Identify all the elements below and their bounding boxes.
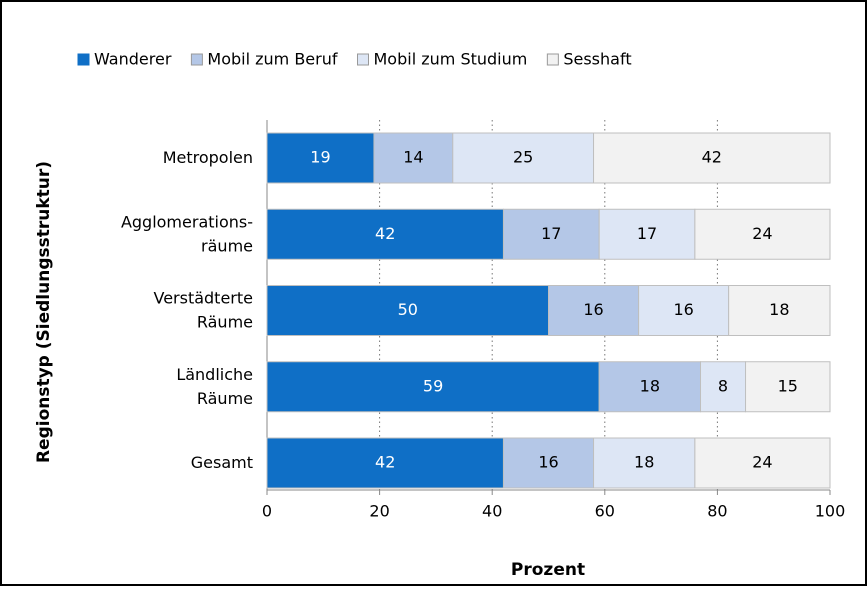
y-tick-label: Metropolen — [163, 148, 253, 167]
bar-segment — [266, 361, 600, 413]
bar-segment — [593, 132, 831, 184]
y-tick-label: Gesamt — [191, 453, 253, 472]
x-tick-label: 100 — [815, 502, 846, 521]
bar-segment — [694, 208, 831, 260]
x-tick-label: 20 — [369, 502, 389, 521]
data-label: 16 — [673, 300, 693, 319]
x-tick-label: 80 — [707, 502, 727, 521]
data-label: 8 — [718, 376, 728, 395]
bar-segment — [266, 132, 375, 184]
x-tick-label: 0 — [262, 502, 272, 521]
data-label: 18 — [634, 453, 654, 472]
x-axis-label: Prozent — [511, 560, 585, 580]
bar-segment — [728, 285, 831, 336]
bar-segment — [266, 285, 549, 336]
data-label: 14 — [403, 148, 423, 167]
legend-label: Mobil zum Studium — [374, 50, 528, 69]
bar-segment — [502, 437, 595, 489]
data-label: 50 — [398, 300, 418, 319]
legend-swatch — [546, 53, 559, 66]
legend-label: Sesshaft — [563, 50, 631, 69]
legend-swatch — [77, 53, 90, 66]
data-label: 15 — [778, 376, 798, 395]
data-label: 42 — [702, 148, 722, 167]
legend-label: Wanderer — [94, 50, 172, 69]
data-label: 18 — [640, 376, 660, 395]
bar-segment — [266, 437, 504, 489]
bar-segment — [502, 208, 600, 260]
y-tick-label: Verstädterte Räume — [153, 288, 253, 331]
y-tick-label: Agglomerations-räume — [121, 212, 253, 255]
legend-swatch — [190, 53, 203, 66]
data-label: 17 — [541, 224, 561, 243]
data-label: 25 — [513, 148, 533, 167]
bar-segment — [694, 437, 831, 489]
y-axis-label: Regionstyp (Siedlungsstruktur) — [34, 161, 54, 463]
legend-label: Mobil zum Beruf — [207, 50, 337, 69]
legend-swatch — [357, 53, 369, 66]
data-label: 42 — [375, 453, 395, 472]
data-label: 19 — [310, 148, 330, 167]
data-label: 17 — [637, 224, 657, 243]
data-label: 24 — [752, 224, 772, 243]
bar-segment — [548, 285, 640, 336]
data-label: 24 — [752, 453, 772, 472]
data-label: 18 — [769, 300, 789, 319]
bar-segment — [452, 132, 595, 184]
bar-segment — [373, 132, 454, 184]
bar-segment — [593, 437, 696, 489]
data-label: 16 — [538, 453, 558, 472]
y-tick-label: Ländliche Räume — [176, 364, 253, 407]
data-label: 42 — [375, 224, 395, 243]
bar-segment — [700, 361, 747, 413]
x-tick-label: 40 — [482, 502, 502, 521]
bar-segment — [598, 208, 696, 260]
bar-segment — [638, 285, 730, 336]
bar-segment — [745, 361, 831, 413]
x-tick-label: 60 — [595, 502, 615, 521]
data-label: 59 — [423, 376, 443, 395]
data-label: 16 — [583, 300, 603, 319]
